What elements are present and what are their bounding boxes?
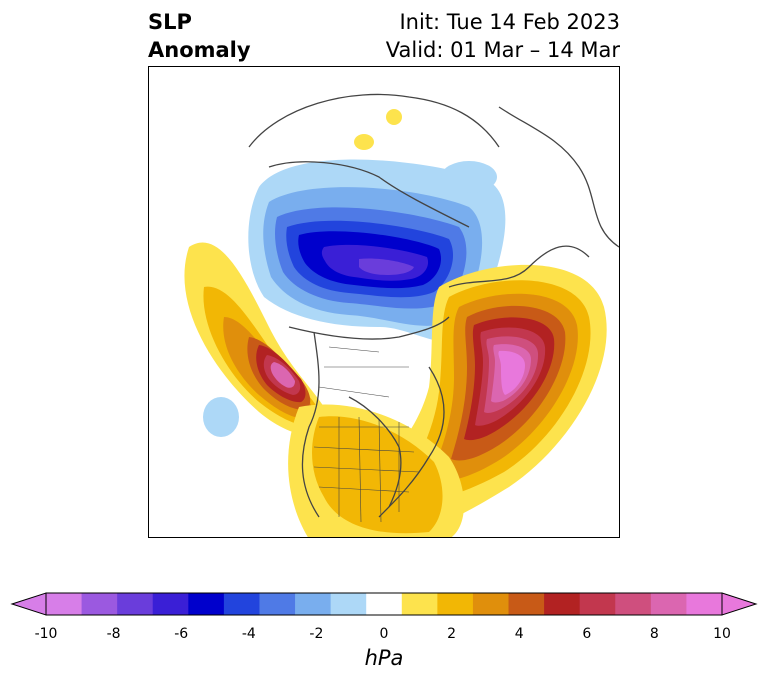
colorbar-max-extension xyxy=(721,592,758,616)
colorbar-swatch xyxy=(508,593,545,615)
colorbar-swatch xyxy=(117,593,154,615)
colorbar-swatch xyxy=(330,593,367,615)
colorbar-tick-label: -2 xyxy=(309,626,324,642)
colorbar-swatch xyxy=(579,593,616,615)
colorbar-swatch xyxy=(437,593,474,615)
coastlines xyxy=(248,93,619,518)
title-line-1: SLP xyxy=(148,10,192,34)
colorbar xyxy=(0,580,768,680)
colorbar-tick-label: -6 xyxy=(174,626,189,642)
colorbar-swatch xyxy=(46,593,83,615)
colorbar-swatch xyxy=(81,593,118,615)
map-title-dates: Init: Tue 14 Feb 2023 Valid: 01 Mar – 14… xyxy=(386,8,620,64)
positive-anomaly-pacific xyxy=(184,242,334,436)
colorbar-swatch xyxy=(188,593,225,615)
colorbar-swatch xyxy=(650,593,687,615)
colorbar-swatch xyxy=(152,593,189,615)
map-panel xyxy=(148,66,620,538)
colorbar-swatches xyxy=(10,592,758,616)
colorbar-swatch xyxy=(366,593,403,615)
positive-anomaly-us xyxy=(288,404,464,537)
colorbar-tick-label: 2 xyxy=(447,626,457,642)
colorbar-tick-label: -10 xyxy=(34,626,58,642)
small-negative-patch xyxy=(203,397,239,437)
colorbar-tick-label: 4 xyxy=(514,626,524,642)
colorbar-swatch xyxy=(544,593,581,615)
colorbar-swatch xyxy=(472,593,510,615)
colorbar-tick-label: 0 xyxy=(379,626,389,642)
valid-range: Valid: 01 Mar – 14 Mar xyxy=(385,38,620,62)
colorbar-tick-label: -4 xyxy=(241,626,256,642)
small-positive-patch xyxy=(354,134,374,150)
colorbar-tick-label: -8 xyxy=(106,626,121,642)
colorbar-tick-label: 8 xyxy=(649,626,659,642)
title-line-2: Anomaly xyxy=(148,38,251,62)
colorbar-swatch xyxy=(223,593,260,615)
state-borders xyxy=(313,346,420,523)
colorbar-swatch xyxy=(401,593,438,615)
init-date: Init: Tue 14 Feb 2023 xyxy=(399,10,620,34)
colorbar-swatch xyxy=(295,593,332,615)
colorbar-tick-label: 6 xyxy=(582,626,592,642)
colorbar-border xyxy=(45,592,723,616)
map-title-field: SLP Anomaly xyxy=(148,8,251,64)
colorbar-min-extension xyxy=(10,592,47,616)
colorbar-swatch xyxy=(615,593,652,615)
colorbar-tick-label: 10 xyxy=(713,626,731,642)
colorbar-swatch xyxy=(686,593,723,615)
small-positive-patch xyxy=(386,109,402,125)
colorbar-swatch xyxy=(259,593,296,615)
colorbar-unit-label: hPa xyxy=(364,646,404,670)
small-negative-patch xyxy=(441,161,497,193)
anomaly-map xyxy=(149,67,619,537)
